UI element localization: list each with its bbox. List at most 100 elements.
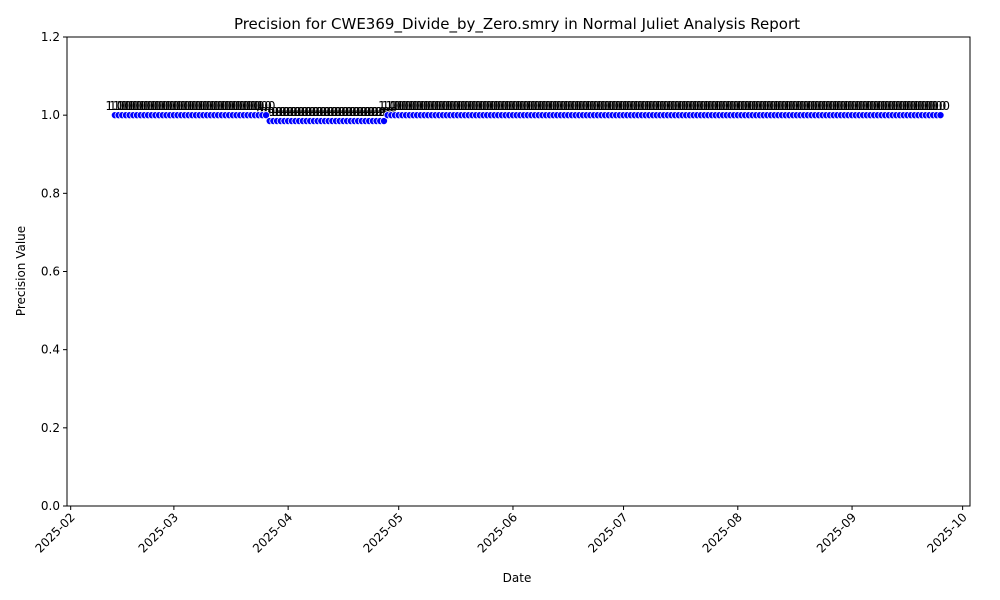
data-label: 0.98: [319, 105, 346, 119]
data-label: 1.0: [570, 99, 589, 113]
data-label: 1.0: [238, 99, 257, 113]
data-label: 1.0: [120, 99, 139, 113]
data-label: 1.0: [828, 99, 847, 113]
data-label: 1.0: [400, 99, 419, 113]
data-point: [262, 111, 271, 120]
data-label: 1.0: [916, 99, 935, 113]
data-label: 1.0: [879, 99, 898, 113]
data-label: 1.0: [555, 99, 574, 113]
data-label: 1.0: [761, 99, 780, 113]
data-label: 1.0: [780, 99, 799, 113]
data-label: 0.98: [337, 105, 364, 119]
y-tick-label: 0.0: [41, 499, 60, 513]
data-label: 1.0: [643, 99, 662, 113]
data-label: 1.0: [776, 99, 795, 113]
data-label: 1.0: [599, 99, 618, 113]
data-label: 1.0: [566, 99, 585, 113]
data-label: 1.0: [172, 99, 191, 113]
data-label: 1.0: [198, 99, 217, 113]
data-label: 1.0: [124, 99, 143, 113]
data-label: 1.0: [632, 99, 651, 113]
data-label: 1.0: [913, 99, 932, 113]
data-label: 1.0: [677, 99, 696, 113]
data-label: 1.0: [651, 99, 670, 113]
data-label: 1.0: [817, 99, 836, 113]
data-label: 1.0: [747, 99, 766, 113]
data-label: 1.0: [850, 99, 869, 113]
data-label: 1.0: [485, 99, 504, 113]
data-label: 1.0: [408, 99, 427, 113]
data-label: 1.0: [256, 99, 275, 113]
data-label: 0.98: [301, 105, 328, 119]
data-label: 1.0: [680, 99, 699, 113]
data-label: 0.98: [286, 105, 313, 119]
data-label: 0.98: [297, 105, 324, 119]
data-label: 1.0: [522, 99, 541, 113]
data-label: 1.0: [691, 99, 710, 113]
data-label: 1.0: [175, 99, 194, 113]
data-label: 0.98: [264, 105, 291, 119]
data-label: 1.0: [153, 99, 172, 113]
data-label: 1.0: [843, 99, 862, 113]
data-label: 1.0: [186, 99, 205, 113]
data-label: 1.0: [732, 99, 751, 113]
data-label: 1.0: [142, 99, 161, 113]
data-label: 1.0: [518, 99, 537, 113]
data-label: 1.0: [743, 99, 762, 113]
data-label: 1.0: [131, 99, 150, 113]
data-label: 1.0: [854, 99, 873, 113]
data-label: 1.0: [655, 99, 674, 113]
data-label: 1.0: [905, 99, 924, 113]
data-label: 1.0: [201, 99, 220, 113]
data-label: 1.0: [750, 99, 769, 113]
data-label: 0.98: [282, 105, 309, 119]
data-label: 1.0: [621, 99, 640, 113]
y-tick-label: 0.2: [41, 421, 60, 435]
data-label: 0.98: [312, 105, 339, 119]
data-label: 1.0: [548, 99, 567, 113]
data-label: 1.0: [253, 99, 272, 113]
data-label: 0.98: [323, 105, 350, 119]
data-label: 1.0: [625, 99, 644, 113]
data-label: 1.0: [588, 99, 607, 113]
data-label: 1.0: [710, 99, 729, 113]
y-axis: 0.0 0.2 0.4 0.6 0.8 1.0 1.2: [41, 30, 67, 513]
data-label: 1.0: [573, 99, 592, 113]
data-label: 1.0: [795, 99, 814, 113]
data-label: 1.0: [684, 99, 703, 113]
data-label: 1.0: [540, 99, 559, 113]
y-tick-label: 0.6: [41, 265, 60, 279]
y-axis-label: Precision Value: [14, 226, 28, 316]
y-tick-label: 1.0: [41, 108, 60, 122]
data-label: 1.0: [231, 99, 250, 113]
data-label: 0.98: [308, 105, 335, 119]
data-label: 1.0: [798, 99, 817, 113]
data-label: 1.0: [872, 99, 891, 113]
data-label: 1.0: [411, 99, 430, 113]
data-label: 1.0: [806, 99, 825, 113]
data-label: 1.0: [559, 99, 578, 113]
data-label: 1.0: [831, 99, 850, 113]
data-label: 1.0: [924, 99, 943, 113]
data-label: 1.0: [194, 99, 213, 113]
data-label: 1.0: [791, 99, 810, 113]
data-label: 1.0: [592, 99, 611, 113]
data-label: 1.0: [105, 99, 124, 113]
y-tick-label: 0.4: [41, 343, 60, 357]
data-label: 1.0: [857, 99, 876, 113]
data-label: 1.0: [835, 99, 854, 113]
data-label: 1.0: [164, 99, 183, 113]
data-label: 0.98: [341, 105, 368, 119]
data-label: 1.0: [901, 99, 920, 113]
data-label: 1.0: [813, 99, 832, 113]
data-label: 1.0: [216, 99, 235, 113]
data-label: 1.0: [647, 99, 666, 113]
data-label: 1.0: [577, 99, 596, 113]
data-label: 1.0: [931, 99, 950, 113]
data-label: 1.0: [725, 99, 744, 113]
data-label: 1.0: [470, 99, 489, 113]
data-label: 1.0: [717, 99, 736, 113]
data-label: 1.0: [820, 99, 839, 113]
data-label: 1.0: [481, 99, 500, 113]
data-label: 0.98: [356, 105, 383, 119]
